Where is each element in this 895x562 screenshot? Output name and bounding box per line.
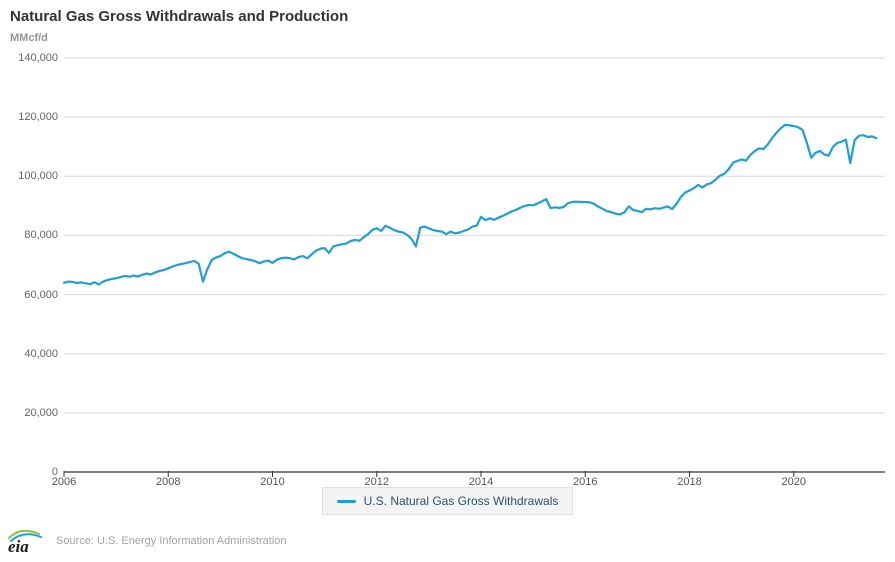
legend: U.S. Natural Gas Gross Withdrawals bbox=[0, 487, 895, 515]
y-axis-tick-label: 140,000 bbox=[18, 52, 58, 64]
y-axis-tick-label: 120,000 bbox=[18, 111, 58, 124]
x-axis-tick-label: 2008 bbox=[156, 476, 181, 488]
x-axis-tick-label: 2006 bbox=[51, 476, 77, 488]
footer: eia Source: U.S. Energy Information Admi… bbox=[6, 527, 287, 555]
y-axis-tick-label: 80,000 bbox=[24, 229, 58, 242]
legend-line-marker-icon bbox=[336, 499, 356, 503]
y-axis-tick-label: 0 bbox=[51, 466, 58, 478]
y-axis-tick-label: 20,000 bbox=[24, 406, 58, 419]
y-axis-tick-label: 60,000 bbox=[24, 288, 58, 301]
x-axis-tick-label: 2010 bbox=[260, 476, 285, 488]
y-axis-tick-label: 40,000 bbox=[24, 347, 58, 360]
source-attribution: Source: U.S. Energy Information Administ… bbox=[56, 535, 287, 547]
series-line-gross-withdrawals bbox=[62, 123, 878, 286]
eia-logo: eia bbox=[8, 529, 42, 555]
svg-text:eia: eia bbox=[8, 537, 29, 555]
x-axis-tick-label: 2018 bbox=[677, 476, 702, 488]
y-axis-tick-label: 100,000 bbox=[18, 170, 58, 183]
chart-title: Natural Gas Gross Withdrawals and Produc… bbox=[10, 8, 349, 25]
x-axis-tick-label: 2016 bbox=[573, 476, 598, 488]
x-axis-tick-label: 2012 bbox=[364, 476, 389, 488]
legend-item-label: U.S. Natural Gas Gross Withdrawals bbox=[363, 494, 559, 508]
x-axis-tick-label: 2020 bbox=[781, 476, 806, 488]
x-axis-tick-label: 2014 bbox=[468, 476, 494, 488]
legend-item-gross-withdrawals[interactable]: U.S. Natural Gas Gross Withdrawals bbox=[321, 487, 574, 515]
y-axis-unit-label: MMcf/d bbox=[10, 32, 48, 44]
